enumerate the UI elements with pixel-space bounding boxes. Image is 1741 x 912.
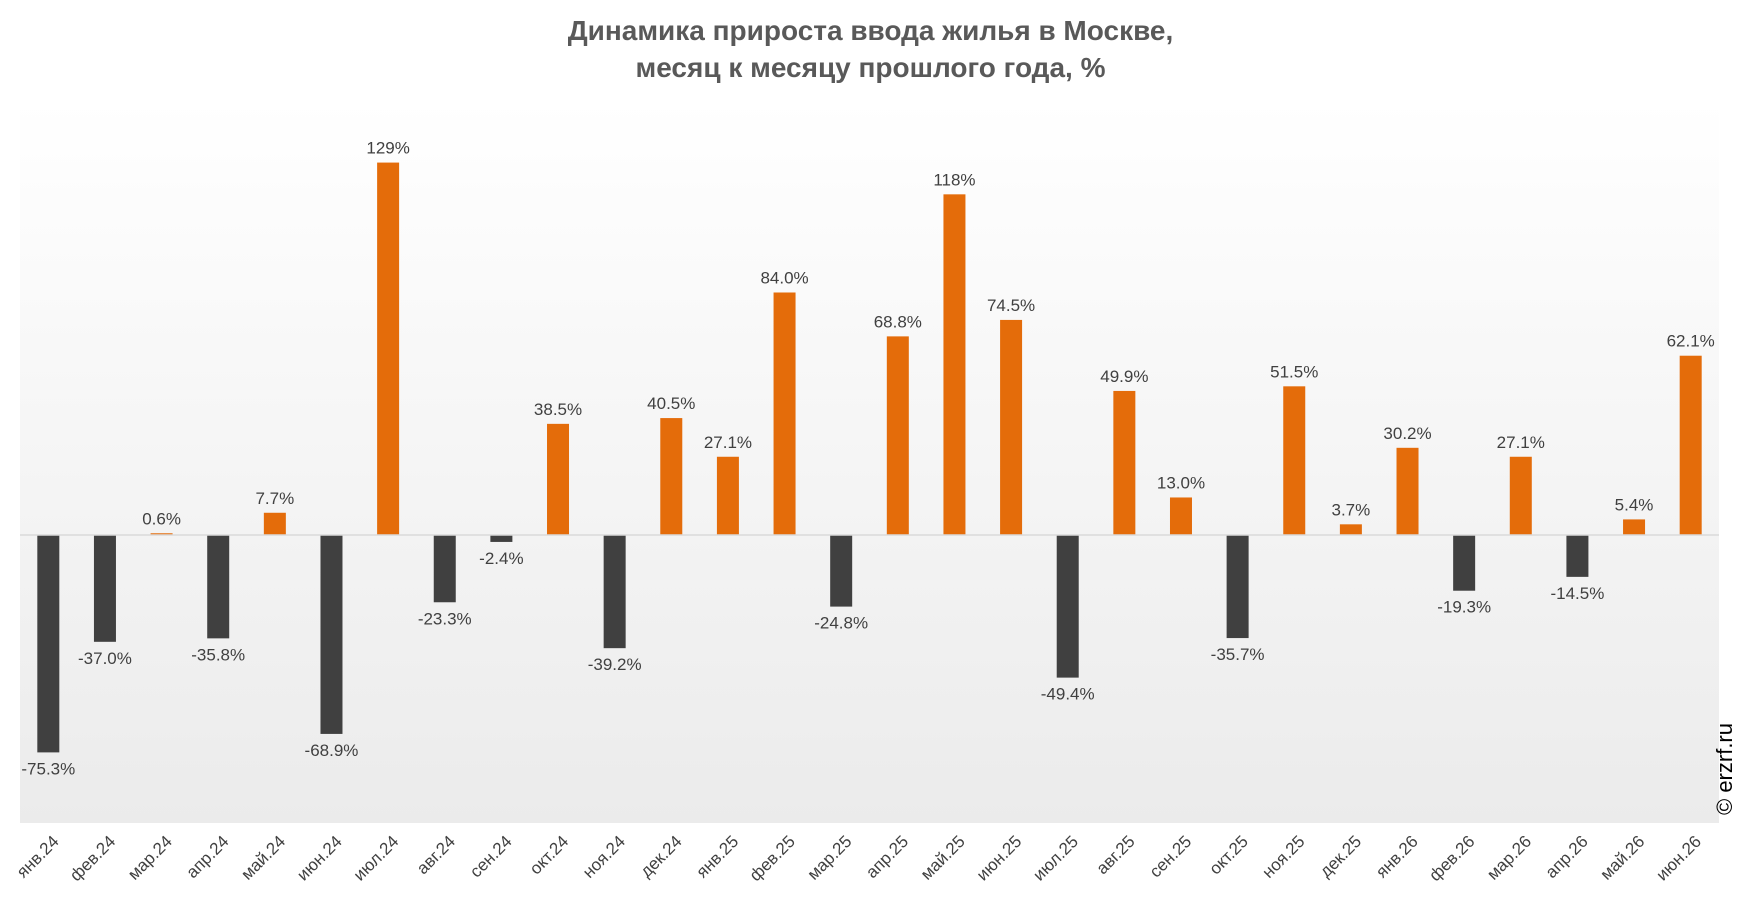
x-tick-label-апр.26: апр.26 — [1542, 832, 1592, 882]
data-label-дек.24: 40.5% — [647, 394, 695, 413]
x-tick-label-июл.24: июл.24 — [350, 832, 403, 885]
data-label-авг.24: -23.3% — [418, 609, 472, 628]
x-tick-label-июн.26: июн.26 — [1652, 832, 1705, 885]
x-tick-label-авг.25: авг.25 — [1093, 832, 1139, 878]
x-tick-label-сен.25: сен.25 — [1146, 832, 1195, 881]
bar-мар.26 — [1509, 456, 1532, 535]
data-label-ноя.25: 51.5% — [1270, 362, 1318, 381]
bar-дек.25 — [1339, 524, 1362, 535]
data-label-янв.26: 30.2% — [1383, 424, 1431, 443]
x-tick-label-мар.24: мар.24 — [124, 832, 176, 884]
x-tick-label-июн.25: июн.25 — [973, 832, 1026, 885]
data-label-окт.24: 38.5% — [534, 400, 582, 419]
x-tick-label-май.26: май.26 — [1597, 832, 1649, 884]
x-tick-label-авг.24: авг.24 — [413, 832, 459, 878]
bar-янв.25 — [716, 456, 739, 535]
bar-июн.26 — [1679, 355, 1702, 535]
bar-июл.25 — [1056, 535, 1079, 678]
x-tick-label-мар.25: мар.25 — [804, 832, 856, 884]
bar-фев.24 — [93, 535, 116, 642]
bar-сен.25 — [1169, 497, 1192, 535]
data-label-апр.25: 68.8% — [874, 312, 922, 331]
x-tick-label-дек.25: дек.25 — [1316, 832, 1365, 881]
bar-авг.25 — [1113, 390, 1136, 535]
data-label-июл.25: -49.4% — [1041, 685, 1095, 704]
x-tick-label-апр.25: апр.25 — [862, 832, 912, 882]
x-tick-label-апр.24: апр.24 — [183, 832, 233, 882]
data-label-июн.24: -68.9% — [305, 741, 359, 760]
x-tick-label-фев.26: фев.26 — [1425, 832, 1478, 885]
data-label-мар.24: 0.6% — [142, 509, 181, 528]
x-tick-label-окт.25: окт.25 — [1206, 832, 1252, 878]
x-tick-label-янв.26: янв.26 — [1372, 832, 1422, 882]
data-label-дек.25: 3.7% — [1332, 500, 1371, 519]
x-tick-label-янв.24: янв.24 — [13, 832, 63, 882]
data-label-июн.26: 62.1% — [1667, 332, 1715, 351]
x-tick-label-фев.24: фев.24 — [66, 832, 119, 885]
x-tick-label-дек.24: дек.24 — [636, 832, 685, 881]
bar-апр.26 — [1566, 535, 1589, 577]
data-label-фев.26: -19.3% — [1437, 598, 1491, 617]
plot-area — [20, 100, 1719, 823]
x-tick-label-июл.25: июл.25 — [1029, 832, 1082, 885]
data-label-июн.25: 74.5% — [987, 296, 1035, 315]
x-tick-label-июн.24: июн.24 — [293, 832, 346, 885]
data-label-мар.26: 27.1% — [1497, 433, 1545, 452]
data-label-апр.26: -14.5% — [1550, 584, 1604, 603]
data-label-янв.25: 27.1% — [704, 433, 752, 452]
data-label-янв.24: -75.3% — [21, 759, 75, 778]
data-label-мар.25: -24.8% — [814, 614, 868, 633]
x-tick-label-ноя.24: ноя.24 — [579, 832, 629, 882]
bar-мар.25 — [830, 535, 853, 607]
x-tick-label-фев.25: фев.25 — [746, 832, 799, 885]
chart-title-line-1: Динамика прироста ввода жилья в Москве, — [567, 15, 1174, 46]
data-label-фев.25: 84.0% — [760, 268, 808, 287]
bar-сен.24 — [490, 535, 513, 542]
bar-фев.26 — [1453, 535, 1476, 591]
x-tick-label-мар.26: мар.26 — [1483, 832, 1535, 884]
data-label-июл.24: 129% — [366, 139, 409, 158]
bar-апр.24 — [207, 535, 230, 639]
data-label-авг.25: 49.9% — [1100, 367, 1148, 386]
bar-окт.24 — [547, 423, 570, 535]
data-label-сен.25: 13.0% — [1157, 473, 1205, 492]
bar-май.26 — [1623, 519, 1646, 535]
watermark: © erzrf.ru — [1712, 723, 1737, 815]
x-tick-label-окт.24: окт.24 — [526, 832, 572, 878]
bar-май.24 — [263, 512, 286, 535]
bar-мар.24 — [150, 533, 173, 535]
bar-дек.24 — [660, 418, 683, 535]
bar-июн.24 — [320, 535, 343, 734]
data-label-фев.24: -37.0% — [78, 649, 132, 668]
data-label-апр.24: -35.8% — [191, 645, 245, 664]
x-tick-label-ноя.25: ноя.25 — [1259, 832, 1309, 882]
bar-май.25 — [943, 194, 966, 536]
data-label-май.24: 7.7% — [255, 489, 294, 508]
chart-title: Динамика прироста ввода жилья в Москве, … — [0, 12, 1741, 86]
x-tick-label-янв.25: янв.25 — [693, 832, 743, 882]
bar-июн.25 — [1000, 319, 1023, 535]
x-tick-label-сен.24: сен.24 — [466, 832, 515, 881]
data-label-май.25: 118% — [933, 170, 975, 189]
data-label-окт.25: -35.7% — [1211, 645, 1265, 664]
data-label-ноя.24: -39.2% — [588, 655, 642, 674]
x-tick-label-май.25: май.25 — [917, 832, 969, 884]
bar-авг.24 — [433, 535, 456, 603]
bar-ноя.25 — [1283, 386, 1306, 535]
bar-июл.24 — [377, 162, 400, 535]
bar-янв.26 — [1396, 447, 1419, 535]
bar-янв.24 — [37, 535, 60, 753]
data-label-сен.24: -2.4% — [479, 549, 523, 568]
chart-title-line-2: месяц к месяцу прошлого года, % — [635, 52, 1106, 83]
bar-фев.25 — [773, 292, 796, 535]
bar-апр.25 — [886, 336, 909, 535]
bar-ноя.24 — [603, 535, 626, 649]
data-label-май.26: 5.4% — [1615, 495, 1654, 514]
bar-окт.25 — [1226, 535, 1249, 639]
x-tick-label-май.24: май.24 — [237, 832, 289, 884]
